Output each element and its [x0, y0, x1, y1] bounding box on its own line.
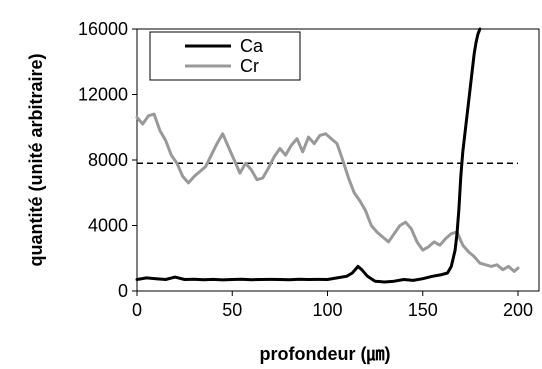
series-layer [135, 27, 520, 284]
x-axis-title: profondeur (㎛) [260, 344, 391, 365]
y-tick-label: 8000 [88, 150, 128, 170]
x-tick-label: 150 [408, 300, 438, 320]
y-axis-title: quantité (unité arbitraire) [26, 53, 46, 266]
x-tick-label: 200 [503, 300, 533, 320]
y-tick-label: 0 [118, 281, 128, 301]
legend-box [149, 31, 301, 81]
legend: Ca Cr [149, 31, 301, 81]
x-tick-label: 100 [312, 300, 342, 320]
legend-label-ca: Ca [240, 36, 264, 56]
y-axis: 0 4000 8000 12000 16000 [78, 19, 137, 301]
x-tick-label: 50 [222, 300, 242, 320]
series-line-ca [135, 27, 482, 284]
y-tick-label: 12000 [78, 85, 128, 105]
y-tick-label: 16000 [78, 19, 128, 39]
x-axis: 0 50 100 150 200 [132, 291, 533, 320]
legend-label-cr: Cr [240, 56, 259, 76]
x-tick-label: 0 [132, 300, 142, 320]
y-tick-label: 4000 [88, 216, 128, 236]
